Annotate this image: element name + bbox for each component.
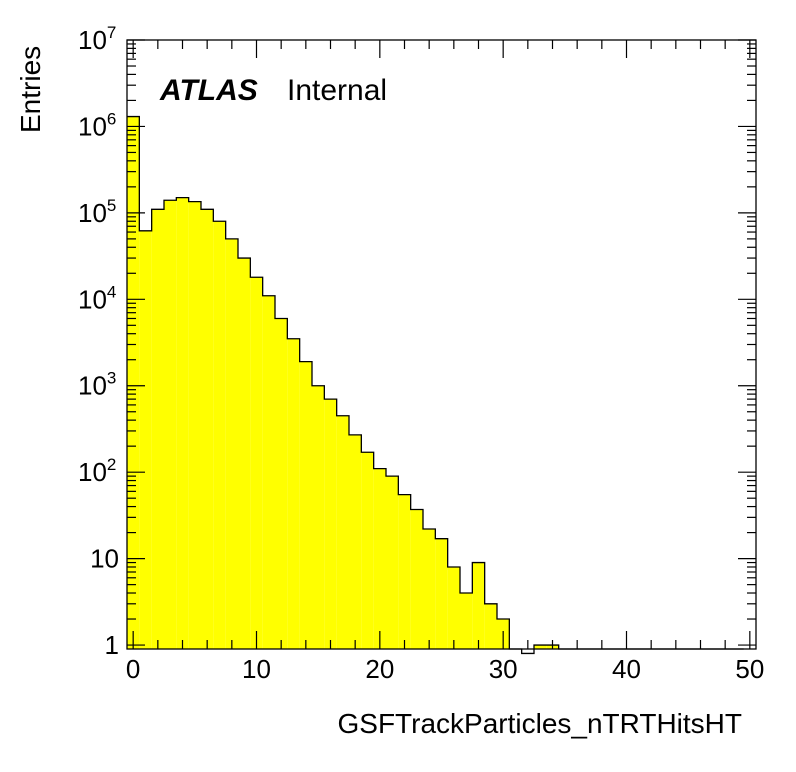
histogram-bar [534,645,547,649]
x-axis-title: GSFTrackParticles_nTRTHitsHT [338,708,743,739]
histogram-bar [201,209,214,649]
histogram-bar [151,209,164,649]
histogram-bar [139,230,152,649]
histogram-bar [299,361,312,649]
x-tick-label: 30 [489,654,518,684]
histogram-bar [373,468,386,649]
histogram-bar [250,277,263,649]
y-tick-labels: 1 10 102 103 104 105 106 107 [78,23,119,660]
histogram-bar [287,338,300,649]
x-tick-label: 0 [126,654,140,684]
histogram-bar [176,197,189,649]
y-tick-label: 1 [105,630,119,660]
y-tick-label: 106 [78,109,116,141]
histogram-bar [336,415,349,649]
histogram-bar [472,562,485,649]
histogram-bar [164,200,177,649]
histogram-bars [127,116,559,649]
internal-label: Internal [287,74,387,107]
histogram-bar [324,399,337,649]
histogram-bar [361,452,374,649]
y-tick-label: 105 [78,196,116,228]
histogram-bar [447,566,460,649]
histogram-bar [213,221,226,649]
y-tick-label: 107 [78,23,116,55]
histogram-bar [460,593,473,649]
histogram-bar [238,258,251,649]
x-tick-label: 20 [365,654,394,684]
histogram-bar [398,494,411,649]
histogram-bar [410,509,423,649]
histogram-bar [275,318,288,649]
y-tick-label: 103 [78,369,116,401]
histogram-bar [349,434,362,649]
y-tick-label: 10 [90,544,119,574]
histogram-bar [423,529,436,649]
y-tick-label: 102 [78,455,116,487]
histogram-bar [312,385,325,649]
histogram-bar [188,201,201,649]
x-tick-label: 40 [612,654,641,684]
atlas-label: ATLAS [159,74,258,107]
x-tick-labels: 0 10 20 30 40 50 [126,654,764,684]
histogram-bar [386,476,399,649]
histogram-bar [127,116,140,649]
y-tick-label: 104 [78,282,116,314]
histogram-bar [225,238,238,649]
x-tick-label: 50 [735,654,764,684]
histogram-bar [435,538,448,649]
axis-ticks [127,39,756,649]
y-axis-title: Entries [15,46,46,133]
plot-frame [126,39,757,650]
histogram-bar [484,603,497,649]
x-tick-label: 10 [242,654,271,684]
histogram-bar [262,295,275,649]
